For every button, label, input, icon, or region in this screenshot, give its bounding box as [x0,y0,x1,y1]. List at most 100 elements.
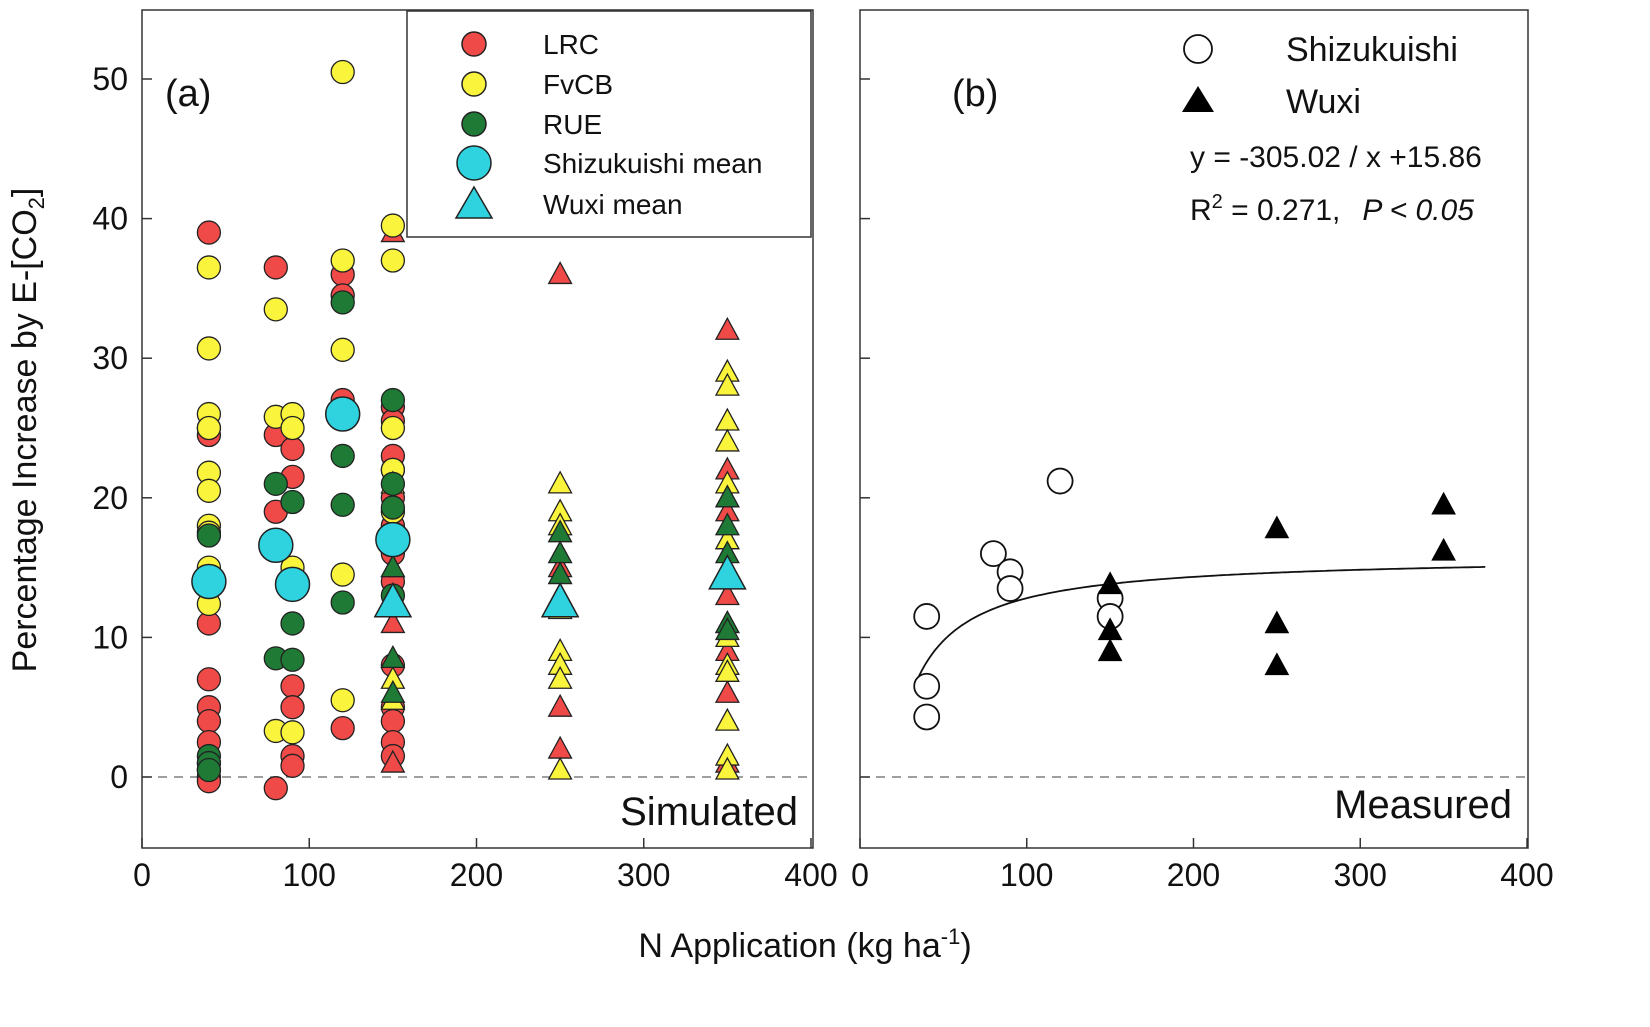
wuxi-point [1097,617,1123,641]
shizukuishi-mean-point [191,563,227,600]
legend-shizukuishi-label: Shizukuishi [1286,31,1458,69]
fvcb-point [196,336,222,361]
x-tick-label: 200 [1167,857,1220,893]
panel-b-ticks: 0 100 200 300 400 [851,78,1554,893]
wuxi-mean-point [708,554,747,590]
wuxi-point [1264,515,1290,539]
legend-wuxi-mean-marker [454,185,494,219]
fit-equation: y = -305.02 / x +15.86 [1190,141,1482,174]
rue-point [380,387,406,413]
shizukuishi-mean-point [324,396,361,432]
fvcb-point [330,59,355,85]
lrc-point [280,436,305,462]
rue-point [380,471,406,496]
wuxi-mean-point [373,581,413,618]
x-tick-label: 200 [450,857,503,893]
fvcb-point [196,255,222,280]
r2-prefix: R [1190,194,1212,227]
fvcb-point [330,337,355,362]
lrc-point [280,695,305,720]
panel-a: 0 100 200 300 400 0 10 20 30 40 50 (a) Simulated L… [92,9,838,893]
fvcb-triangle-point [714,707,740,731]
lrc-triangle-point [380,749,406,773]
lrc-point [196,667,222,692]
lrc-point [330,715,355,741]
y-tick-label: 0 [110,759,128,795]
x-tick-label: 300 [1334,857,1387,893]
shizukuishi-point [913,672,941,700]
rue-point [263,471,288,496]
rue-triangle-point [714,512,740,536]
rue-triangle-point [380,679,406,703]
x-tick-label: 400 [784,857,837,893]
shizukuishi-point [980,540,1007,568]
lrc-point [196,220,222,245]
rue-point [330,290,355,315]
x-tick-label: 0 [851,857,869,893]
lrc-triangle-point [714,316,740,340]
legend-rue-label: RUE [543,109,602,140]
lrc-triangle-point [547,693,573,717]
fvcb-point [330,248,355,273]
fvcb-triangle-point [714,372,740,396]
y-tick-label: 20 [92,480,128,516]
legend-wuxi-marker [1182,86,1214,112]
lrc-triangle-point [714,582,740,606]
shizukuishi-point [996,575,1024,602]
fvcb-point [330,688,355,713]
lrc-triangle-point [714,679,740,703]
fvcb-point [196,415,222,441]
fvcb-point [280,720,305,745]
wuxi-point [1264,610,1290,634]
panel-b-frame [859,9,1529,849]
fvcb-triangle-point [547,756,573,780]
legend-shizukuishi-mean-label: Shizukuishi mean [543,148,762,179]
rue-point [330,492,355,517]
panel-b: 0 100 200 300 400 (b) Measured Shizukuishi W… [851,9,1554,893]
panel-a-points [191,59,747,801]
fit-statistics: R2 = 0.271, P < 0.05 [1190,191,1474,227]
x-axis-title-end: ) [960,927,971,965]
y-axis-title-subscript: 2 [24,197,49,209]
panel-a-ticks: 0 100 200 300 400 0 10 20 30 40 50 [92,61,837,893]
rue-point [280,611,305,636]
y-axis-title-end: ] [6,188,44,197]
r2-value: = 0.271, [1223,194,1341,227]
r2-superscript: 2 [1212,191,1223,213]
panel-a-simulated-tag: Simulated [620,790,798,834]
lrc-triangle-point [547,261,573,285]
fvcb-point [380,248,406,273]
legend-wuxi-mean-label: Wuxi mean [543,189,683,220]
wuxi-mean-point [540,581,580,618]
x-axis-title: N Application (kg ha-1) [638,924,971,965]
legend-shizukuishi-marker [1183,34,1213,64]
x-tick-label: 400 [1500,857,1553,893]
lrc-point [196,709,222,734]
rue-triangle-point [380,554,406,578]
y-tick-label: 50 [92,61,128,97]
fvcb-triangle-point [714,756,740,780]
wuxi-point [1431,537,1456,561]
shizukuishi-point [913,703,941,731]
fvcb-point [330,562,355,587]
rue-triangle-point [714,484,740,508]
wuxi-point [1097,638,1123,662]
panel-a-legend: LRC FvCB RUE Shizukuishi mean Wuxi mean [406,10,812,238]
fvcb-point [263,297,288,322]
legend-lrc-label: LRC [543,29,599,60]
rue-point [330,443,355,469]
p-value: P < 0.05 [1362,194,1474,227]
shizukuishi-mean-point [375,521,411,558]
x-tick-label: 0 [133,857,151,893]
y-tick-label: 40 [92,201,128,237]
panel-b-label: (b) [952,73,998,115]
legend-shizukuishi-mean-marker [456,145,492,181]
y-tick-label: 10 [92,619,128,655]
legend-fvcb-marker [461,71,487,97]
fvcb-triangle-point [714,428,740,452]
shizukuishi-mean-point [258,527,294,564]
fvcb-point [280,415,305,441]
x-axis-title-main: N Application (kg ha [638,927,940,965]
rue-triangle-point [714,617,740,641]
